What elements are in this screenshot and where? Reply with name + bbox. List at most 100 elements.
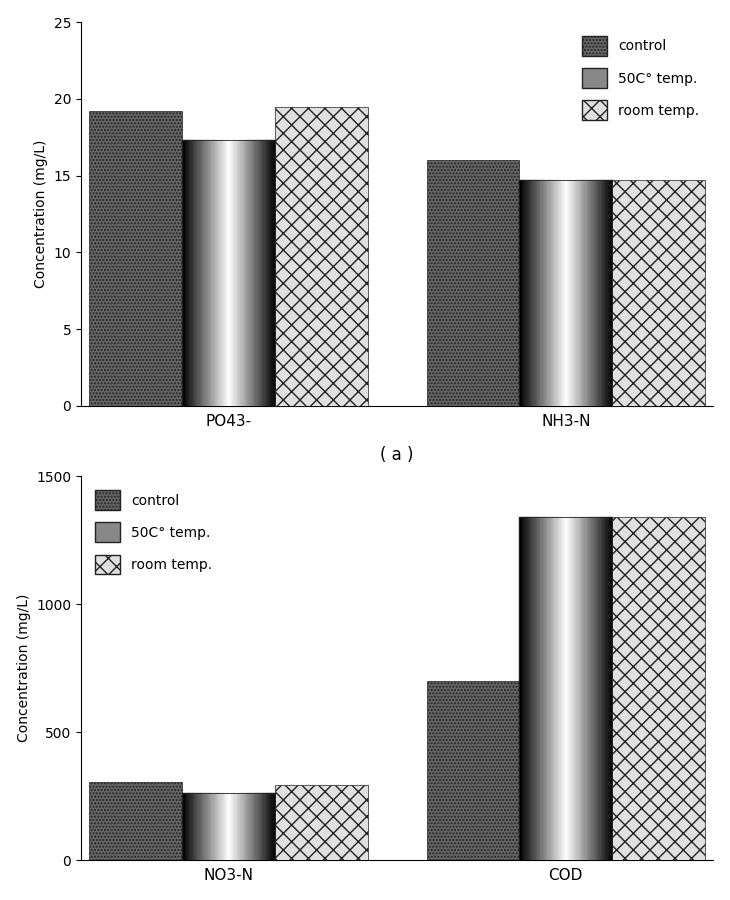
Bar xyxy=(536,180,537,406)
Bar xyxy=(523,518,524,860)
Bar xyxy=(574,518,575,860)
Bar xyxy=(576,518,577,860)
Bar xyxy=(582,180,583,406)
Bar xyxy=(427,160,520,406)
Bar xyxy=(261,793,262,860)
Bar xyxy=(539,518,540,860)
Bar xyxy=(554,180,556,406)
Bar xyxy=(230,140,231,406)
Bar xyxy=(601,180,602,406)
Bar xyxy=(532,518,534,860)
Bar xyxy=(545,518,546,860)
Bar xyxy=(595,518,596,860)
Bar xyxy=(560,180,561,406)
Bar xyxy=(520,518,612,860)
Bar xyxy=(246,140,247,406)
Bar xyxy=(522,518,523,860)
Bar xyxy=(605,518,607,860)
Bar xyxy=(609,180,610,406)
Bar xyxy=(215,140,216,406)
Bar xyxy=(250,140,252,406)
Y-axis label: Concentration (mg/L): Concentration (mg/L) xyxy=(34,140,48,288)
Bar xyxy=(189,140,191,406)
Bar xyxy=(255,793,256,860)
Bar xyxy=(230,793,231,860)
Bar xyxy=(210,793,211,860)
Bar xyxy=(214,793,215,860)
Bar xyxy=(559,180,560,406)
Bar xyxy=(209,793,210,860)
Bar xyxy=(579,518,580,860)
Bar xyxy=(596,180,597,406)
Bar xyxy=(537,180,538,406)
Bar xyxy=(589,518,590,860)
Bar xyxy=(266,793,267,860)
Bar xyxy=(524,518,525,860)
Bar xyxy=(212,140,214,406)
Bar xyxy=(267,793,268,860)
Bar xyxy=(545,180,546,406)
Bar xyxy=(217,793,218,860)
Bar xyxy=(529,518,530,860)
Bar xyxy=(427,681,520,860)
Bar xyxy=(240,793,242,860)
Bar xyxy=(193,793,194,860)
Bar xyxy=(584,180,585,406)
Bar xyxy=(264,140,266,406)
Bar xyxy=(187,793,188,860)
Bar xyxy=(196,140,197,406)
Bar xyxy=(522,180,523,406)
Bar xyxy=(248,793,250,860)
Bar xyxy=(258,140,260,406)
Bar xyxy=(234,793,236,860)
Bar xyxy=(561,180,562,406)
Bar xyxy=(245,793,246,860)
Bar xyxy=(183,140,185,406)
Bar xyxy=(564,518,566,860)
Bar xyxy=(603,518,604,860)
Bar xyxy=(536,518,537,860)
Bar xyxy=(252,793,253,860)
Bar xyxy=(587,180,588,406)
Bar xyxy=(568,180,569,406)
Bar xyxy=(217,140,218,406)
Bar xyxy=(187,140,188,406)
Bar xyxy=(232,793,233,860)
Bar xyxy=(526,180,528,406)
Bar xyxy=(256,793,258,860)
Bar xyxy=(274,140,275,406)
Bar xyxy=(225,140,226,406)
Bar xyxy=(185,140,187,406)
Bar xyxy=(599,180,601,406)
Bar xyxy=(559,518,560,860)
Bar xyxy=(219,140,220,406)
Bar xyxy=(242,793,244,860)
Bar xyxy=(544,180,545,406)
Bar xyxy=(228,140,230,406)
Bar xyxy=(253,793,254,860)
Bar xyxy=(604,180,605,406)
Bar xyxy=(611,518,612,860)
Bar xyxy=(596,518,597,860)
Bar xyxy=(580,518,581,860)
Bar xyxy=(90,782,182,860)
Bar xyxy=(556,180,558,406)
Bar xyxy=(269,793,270,860)
Bar xyxy=(267,140,268,406)
Bar xyxy=(558,180,559,406)
Bar xyxy=(532,180,534,406)
Bar xyxy=(270,793,272,860)
Bar xyxy=(567,518,568,860)
Bar xyxy=(274,793,275,860)
Bar xyxy=(588,180,589,406)
Bar xyxy=(574,180,575,406)
Bar xyxy=(205,140,207,406)
Legend: control, 50C° temp., room temp.: control, 50C° temp., room temp. xyxy=(575,29,707,127)
Bar xyxy=(247,140,248,406)
Bar xyxy=(255,140,256,406)
Bar xyxy=(204,140,205,406)
Text: ( a ): ( a ) xyxy=(380,446,414,464)
Bar xyxy=(233,793,234,860)
Bar xyxy=(201,140,202,406)
Bar xyxy=(236,140,237,406)
